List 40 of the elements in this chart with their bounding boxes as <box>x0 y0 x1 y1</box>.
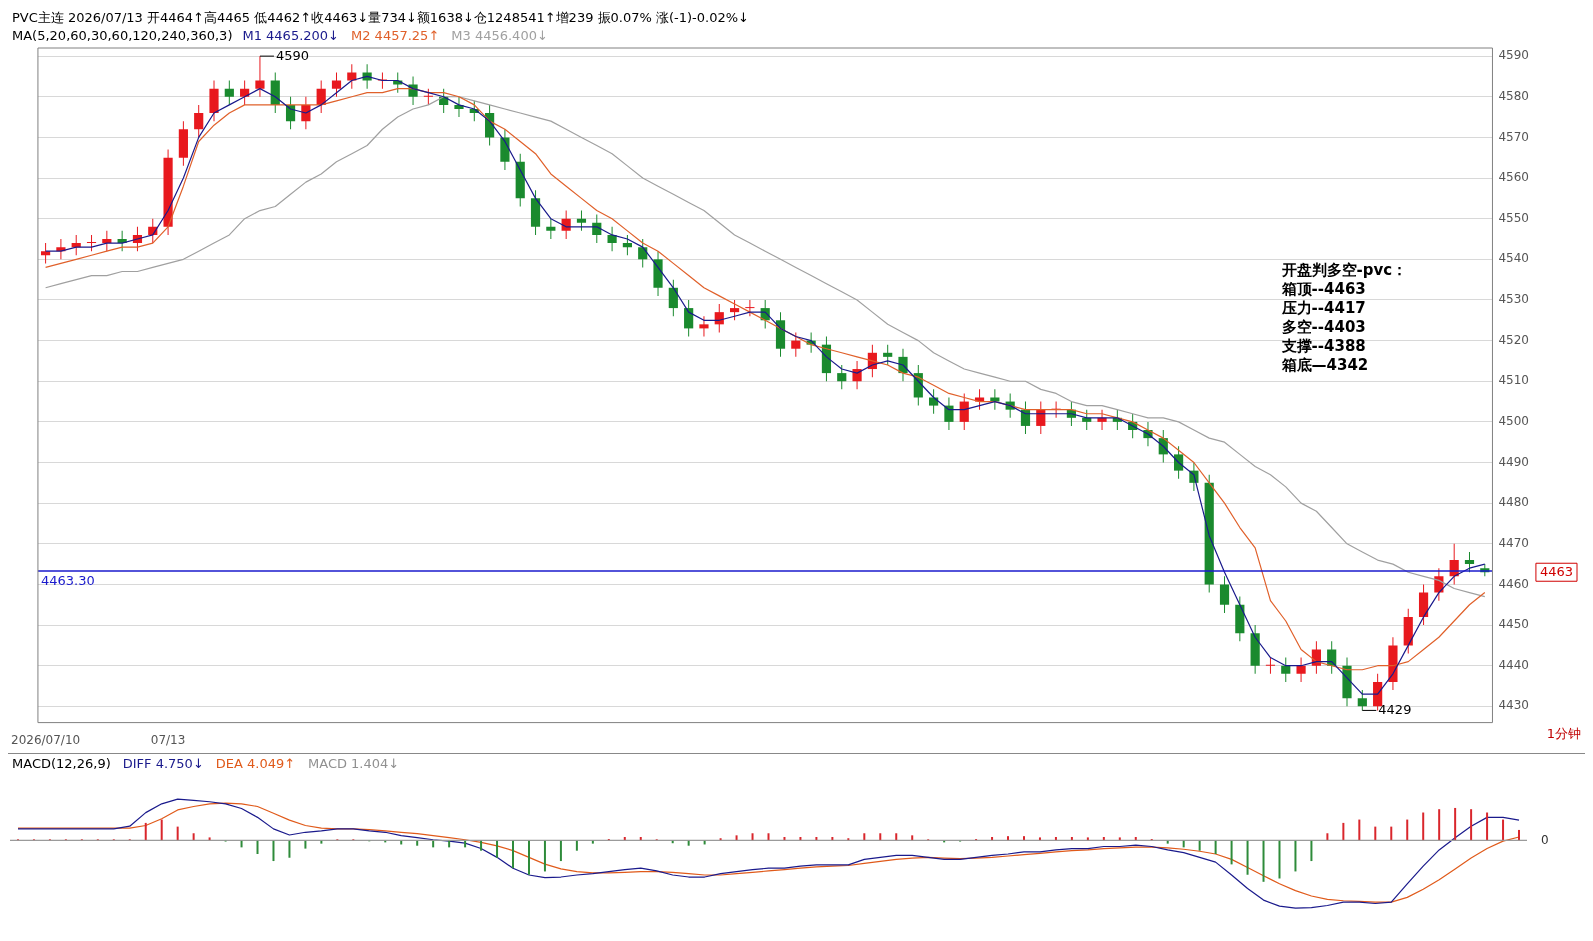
y-tick-label: 4470 <box>1498 535 1530 550</box>
y-tick-label: 4570 <box>1498 129 1530 144</box>
y-tick-label: 4560 <box>1498 170 1530 185</box>
text: M3 4456.400↓ <box>451 27 548 43</box>
text: M1 4465.200↓ <box>242 27 340 43</box>
y-tick-label: 4480 <box>1498 495 1530 510</box>
text: 4463 <box>1539 563 1574 579</box>
text: DEA 4.049↑ <box>215 755 296 771</box>
text: MACD 1.404↓ <box>308 755 400 771</box>
text: DIFF 4.750↓ <box>122 755 204 771</box>
y-tick-label: 4530 <box>1498 292 1530 307</box>
annotation: 开盘判多空-pvc： <box>1280 260 1408 279</box>
y-tick-label: 4440 <box>1498 657 1530 672</box>
x-tick-label: 2026/07/10 <box>11 732 81 747</box>
annotation: 压力--4417 <box>1280 298 1366 317</box>
annotation: 多空--4403 <box>1281 317 1366 336</box>
chart-subtitle: MA(5,20,60,30,60,120,240,360,3) <box>12 27 233 43</box>
y-tick-label: 4540 <box>1498 251 1530 266</box>
y-tick-label: 4510 <box>1498 373 1530 388</box>
annotation: 4590 <box>275 47 310 63</box>
ref-line-label: 4463.30 <box>40 572 95 588</box>
y-tick-label: 4450 <box>1498 617 1530 632</box>
y-tick-label: 4520 <box>1498 332 1530 347</box>
y-tick-label: 4580 <box>1498 88 1530 103</box>
annotation: 支撑--4388 <box>1280 336 1366 355</box>
y-tick-label: 4550 <box>1498 210 1530 225</box>
annotation: 箱顶--4463 <box>1280 279 1366 298</box>
chart-title: PVC主连 2026/07/13 开4464↑高4465 低4462↑收4463↓量734↓额1638↓仓1248541↑增239 振0.07% 涨(-1)-0.02%↓ <box>12 9 749 25</box>
y-tick-label: 4590 <box>1498 48 1530 63</box>
text: 0 <box>1541 832 1549 847</box>
y-tick-label: 4430 <box>1498 698 1530 713</box>
x-tick-label: 07/13 <box>150 732 186 747</box>
annotation: 箱底—4342 <box>1280 355 1369 374</box>
text: 1分钟 <box>1546 726 1581 742</box>
y-tick-label: 4500 <box>1498 414 1530 428</box>
annotation: 4429 <box>1378 701 1412 717</box>
y-tick-label: 4490 <box>1498 454 1530 469</box>
y-tick-label: 4460 <box>1498 576 1530 591</box>
text: M2 4457.25↑ <box>351 27 440 43</box>
chart-title: MACD(12,26,9) <box>12 755 111 771</box>
